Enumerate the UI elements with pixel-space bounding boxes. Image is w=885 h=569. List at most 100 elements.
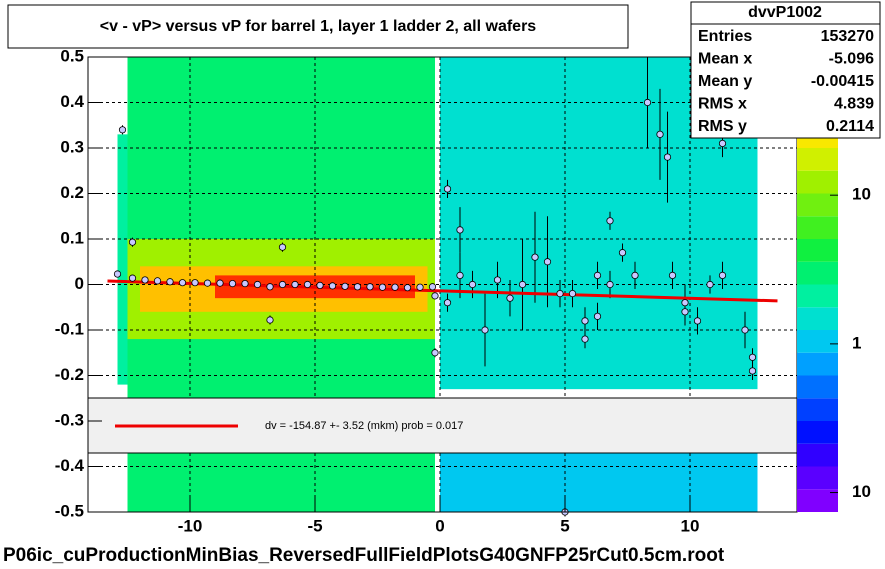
profile-point <box>606 217 614 225</box>
stats-value: 153270 <box>821 28 874 45</box>
profile-point <box>341 282 349 290</box>
profile-point <box>456 226 464 234</box>
x-tick-label: 10 <box>681 516 700 535</box>
profile-point <box>141 276 149 284</box>
footer: P06ic_cuProductionMinBias_ReversedFullFi… <box>3 545 725 566</box>
profile-point <box>178 279 187 287</box>
profile-point <box>618 249 627 257</box>
profile-point <box>431 349 439 357</box>
y-tick-label: -0.3 <box>55 410 84 429</box>
profile-point <box>718 139 727 148</box>
profile-point <box>556 289 564 298</box>
profile-point <box>506 294 514 302</box>
profile-point <box>403 284 412 292</box>
profile-point <box>378 283 387 291</box>
profile-point <box>681 308 689 316</box>
profile-point <box>266 316 274 324</box>
profile-point <box>693 317 702 325</box>
colorbar-bin <box>797 239 838 262</box>
profile-point <box>416 283 424 291</box>
colorbar-bin <box>797 193 838 217</box>
profile-point <box>166 278 174 286</box>
profile-point <box>241 279 249 288</box>
profile-point <box>741 326 749 334</box>
colorbar-bin <box>797 466 838 490</box>
stats-name: dvvP1002 <box>748 4 822 21</box>
colorbar-bin <box>797 489 838 512</box>
profile-point <box>316 281 324 290</box>
profile-point <box>718 271 727 279</box>
profile-point <box>113 270 122 278</box>
y-tick-label: -0.4 <box>55 456 85 475</box>
colorbar-bin <box>797 148 838 171</box>
z-tick-label: 10 <box>852 185 871 204</box>
stats-value: -0.00415 <box>811 73 874 90</box>
profile-point <box>128 274 137 282</box>
fit-label: dv = -154.87 +- 3.52 (mkm) prob = 0.017 <box>265 420 463 432</box>
profile-point <box>668 271 677 279</box>
profile-point <box>228 279 237 288</box>
stats-label: Entries <box>698 28 752 45</box>
x-tick-label: 5 <box>560 516 569 535</box>
colorbar-bin <box>797 421 838 444</box>
stats-label: RMS y <box>698 118 747 135</box>
profile-point <box>706 280 714 289</box>
profile-point <box>531 253 539 261</box>
profile-point <box>748 367 757 375</box>
profile-point <box>353 283 362 291</box>
profile-point <box>128 238 137 246</box>
stats-label: Mean x <box>698 51 752 68</box>
stats-box <box>690 1 881 139</box>
chart-title: <v - vP> versus vP for barrel 1, layer 1… <box>100 18 537 35</box>
heat-cell <box>440 452 758 512</box>
stats-value: -5.096 <box>829 51 874 68</box>
profile-point <box>543 258 552 266</box>
profile-point <box>568 289 577 298</box>
profile-point <box>118 126 127 134</box>
profile-point <box>518 280 527 289</box>
profile-point <box>456 271 464 279</box>
profile-point <box>303 280 312 289</box>
y-tick-label: 0.1 <box>60 228 84 247</box>
z-tick-label: 10 <box>852 482 871 501</box>
y-tick-label: 0.2 <box>60 183 84 202</box>
profile-point <box>481 326 489 334</box>
profile-point <box>266 283 274 291</box>
profile-point <box>443 299 452 307</box>
y-tick-label: -0.1 <box>55 319 84 338</box>
colorbar-bin <box>797 330 838 353</box>
profile-point <box>291 280 299 289</box>
x-tick-label: 0 <box>435 516 444 535</box>
profile-point <box>606 280 614 289</box>
y-tick-label: 0.5 <box>60 46 84 65</box>
stats-label: RMS x <box>698 96 747 113</box>
profile-point <box>681 299 689 307</box>
heat-cell <box>117 134 128 385</box>
title-box <box>7 4 629 49</box>
colorbar-bin <box>797 307 838 330</box>
profile-point <box>391 283 399 291</box>
profile-point <box>191 279 199 287</box>
profile-point <box>493 276 502 284</box>
profile-point <box>216 279 224 287</box>
x-tick-label: -5 <box>307 516 322 535</box>
z-tick-label: 1 <box>852 333 861 352</box>
profile-point <box>278 243 287 251</box>
profile-point <box>643 98 652 107</box>
profile-point <box>581 317 589 325</box>
colorbar-bin <box>797 170 838 194</box>
profile-point <box>278 280 287 289</box>
colorbar-bin <box>797 398 838 421</box>
profile-point <box>203 279 212 287</box>
y-tick-label: 0.4 <box>60 92 84 111</box>
profile-point <box>748 353 757 361</box>
y-tick-label: -0.2 <box>55 365 84 384</box>
colorbar-bin <box>797 284 838 308</box>
x-tick-label: -10 <box>178 516 203 535</box>
stats-value: 4.839 <box>834 96 874 113</box>
profile-point <box>656 130 664 138</box>
profile-point <box>328 282 337 290</box>
stats-label: Mean y <box>698 73 752 90</box>
y-tick-label: -0.5 <box>55 501 84 520</box>
